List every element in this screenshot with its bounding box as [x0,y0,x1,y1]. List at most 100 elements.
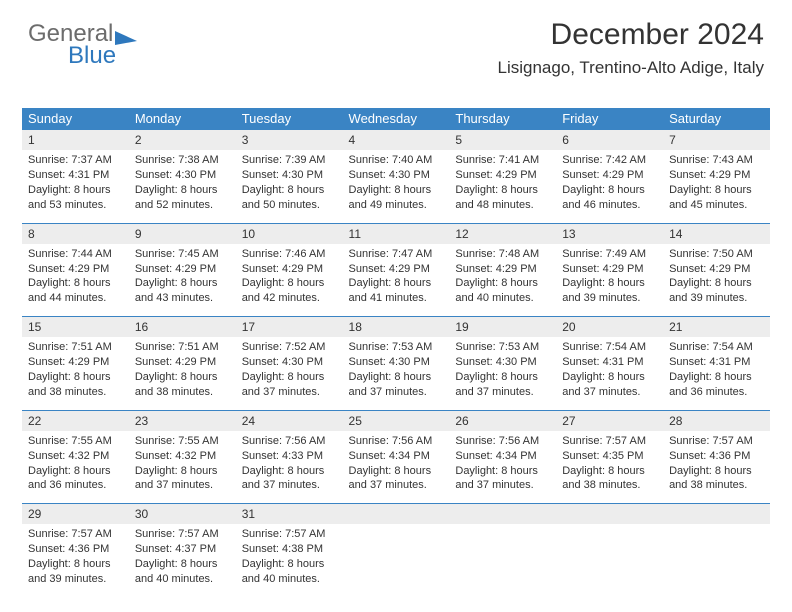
daylight-text: Daylight: 8 hours [242,276,337,291]
sunrise-text: Sunrise: 7:45 AM [135,247,230,262]
page-title: December 2024 [498,18,765,52]
day-info-cell [343,524,450,596]
sunrise-text: Sunrise: 7:51 AM [135,340,230,355]
sunrise-text: Sunrise: 7:54 AM [669,340,764,355]
sunset-text: Sunset: 4:30 PM [242,355,337,370]
day-number-row: 22232425262728 [22,410,770,431]
sunset-text: Sunset: 4:34 PM [349,449,444,464]
weekday-header: Sunday [22,108,129,130]
day-number-cell: 1 [22,130,129,151]
day-number-row: 1234567 [22,130,770,151]
daylight-text: Daylight: 8 hours [455,183,550,198]
daylight-text: Daylight: 8 hours [562,370,657,385]
daylight-text: Daylight: 8 hours [28,370,123,385]
day-number-cell: 31 [236,504,343,525]
sunrise-text: Sunrise: 7:48 AM [455,247,550,262]
sunset-text: Sunset: 4:29 PM [135,355,230,370]
day-number-cell: 7 [663,130,770,151]
daylight-text: and 37 minutes. [242,385,337,400]
weekday-header: Thursday [449,108,556,130]
day-info-cell: Sunrise: 7:53 AMSunset: 4:30 PMDaylight:… [449,337,556,410]
day-number-cell: 17 [236,317,343,338]
daylight-text: Daylight: 8 hours [135,276,230,291]
day-info-row: Sunrise: 7:55 AMSunset: 4:32 PMDaylight:… [22,431,770,504]
day-info-cell: Sunrise: 7:48 AMSunset: 4:29 PMDaylight:… [449,244,556,317]
daylight-text: Daylight: 8 hours [669,183,764,198]
sunrise-text: Sunrise: 7:37 AM [28,153,123,168]
daylight-text: and 37 minutes. [455,385,550,400]
daylight-text: Daylight: 8 hours [562,183,657,198]
daylight-text: and 40 minutes. [242,572,337,587]
sunset-text: Sunset: 4:29 PM [28,355,123,370]
daylight-text: and 44 minutes. [28,291,123,306]
sunrise-text: Sunrise: 7:47 AM [349,247,444,262]
day-info-cell: Sunrise: 7:56 AMSunset: 4:34 PMDaylight:… [343,431,450,504]
day-number-row: 891011121314 [22,223,770,244]
sunset-text: Sunset: 4:33 PM [242,449,337,464]
sunset-text: Sunset: 4:29 PM [242,262,337,277]
sunset-text: Sunset: 4:36 PM [28,542,123,557]
daylight-text: and 37 minutes. [242,478,337,493]
day-info-cell: Sunrise: 7:54 AMSunset: 4:31 PMDaylight:… [556,337,663,410]
weekday-header-row: Sunday Monday Tuesday Wednesday Thursday… [22,108,770,130]
day-info-cell: Sunrise: 7:57 AMSunset: 4:38 PMDaylight:… [236,524,343,596]
daylight-text: Daylight: 8 hours [669,464,764,479]
daylight-text: and 53 minutes. [28,198,123,213]
daylight-text: Daylight: 8 hours [28,183,123,198]
sunset-text: Sunset: 4:29 PM [455,168,550,183]
daylight-text: and 37 minutes. [562,385,657,400]
daylight-text: Daylight: 8 hours [455,370,550,385]
daylight-text: and 48 minutes. [455,198,550,213]
daylight-text: and 45 minutes. [669,198,764,213]
day-info-row: Sunrise: 7:44 AMSunset: 4:29 PMDaylight:… [22,244,770,317]
sunset-text: Sunset: 4:29 PM [135,262,230,277]
daylight-text: Daylight: 8 hours [242,464,337,479]
daylight-text: Daylight: 8 hours [349,276,444,291]
day-number-row: 15161718192021 [22,317,770,338]
daylight-text: Daylight: 8 hours [669,276,764,291]
day-info-cell: Sunrise: 7:51 AMSunset: 4:29 PMDaylight:… [22,337,129,410]
day-info-cell [663,524,770,596]
daylight-text: and 50 minutes. [242,198,337,213]
sunset-text: Sunset: 4:35 PM [562,449,657,464]
daylight-text: Daylight: 8 hours [28,276,123,291]
daylight-text: and 46 minutes. [562,198,657,213]
sunset-text: Sunset: 4:38 PM [242,542,337,557]
day-number-cell: 13 [556,223,663,244]
day-number-cell: 18 [343,317,450,338]
daylight-text: and 37 minutes. [135,478,230,493]
daylight-text: Daylight: 8 hours [455,464,550,479]
sunrise-text: Sunrise: 7:46 AM [242,247,337,262]
sunrise-text: Sunrise: 7:44 AM [28,247,123,262]
day-info-cell: Sunrise: 7:57 AMSunset: 4:37 PMDaylight:… [129,524,236,596]
sunset-text: Sunset: 4:29 PM [669,168,764,183]
sunset-text: Sunset: 4:30 PM [455,355,550,370]
day-number-cell: 4 [343,130,450,151]
daylight-text: Daylight: 8 hours [242,183,337,198]
sunset-text: Sunset: 4:34 PM [455,449,550,464]
daylight-text: Daylight: 8 hours [135,557,230,572]
daylight-text: Daylight: 8 hours [242,557,337,572]
day-number-cell [663,504,770,525]
daylight-text: and 42 minutes. [242,291,337,306]
day-number-cell [556,504,663,525]
logo: General Blue [28,22,137,46]
day-number-cell: 23 [129,410,236,431]
daylight-text: and 37 minutes. [455,478,550,493]
daylight-text: and 38 minutes. [135,385,230,400]
weekday-header: Friday [556,108,663,130]
daylight-text: and 37 minutes. [349,478,444,493]
daylight-text: Daylight: 8 hours [562,464,657,479]
day-number-cell: 19 [449,317,556,338]
sunrise-text: Sunrise: 7:53 AM [349,340,444,355]
day-info-cell: Sunrise: 7:56 AMSunset: 4:34 PMDaylight:… [449,431,556,504]
sunrise-text: Sunrise: 7:38 AM [135,153,230,168]
daylight-text: Daylight: 8 hours [349,464,444,479]
day-number-cell: 20 [556,317,663,338]
day-number-cell: 5 [449,130,556,151]
daylight-text: Daylight: 8 hours [349,370,444,385]
day-info-cell: Sunrise: 7:39 AMSunset: 4:30 PMDaylight:… [236,150,343,223]
day-number-cell: 6 [556,130,663,151]
daylight-text: and 36 minutes. [28,478,123,493]
day-info-cell: Sunrise: 7:54 AMSunset: 4:31 PMDaylight:… [663,337,770,410]
